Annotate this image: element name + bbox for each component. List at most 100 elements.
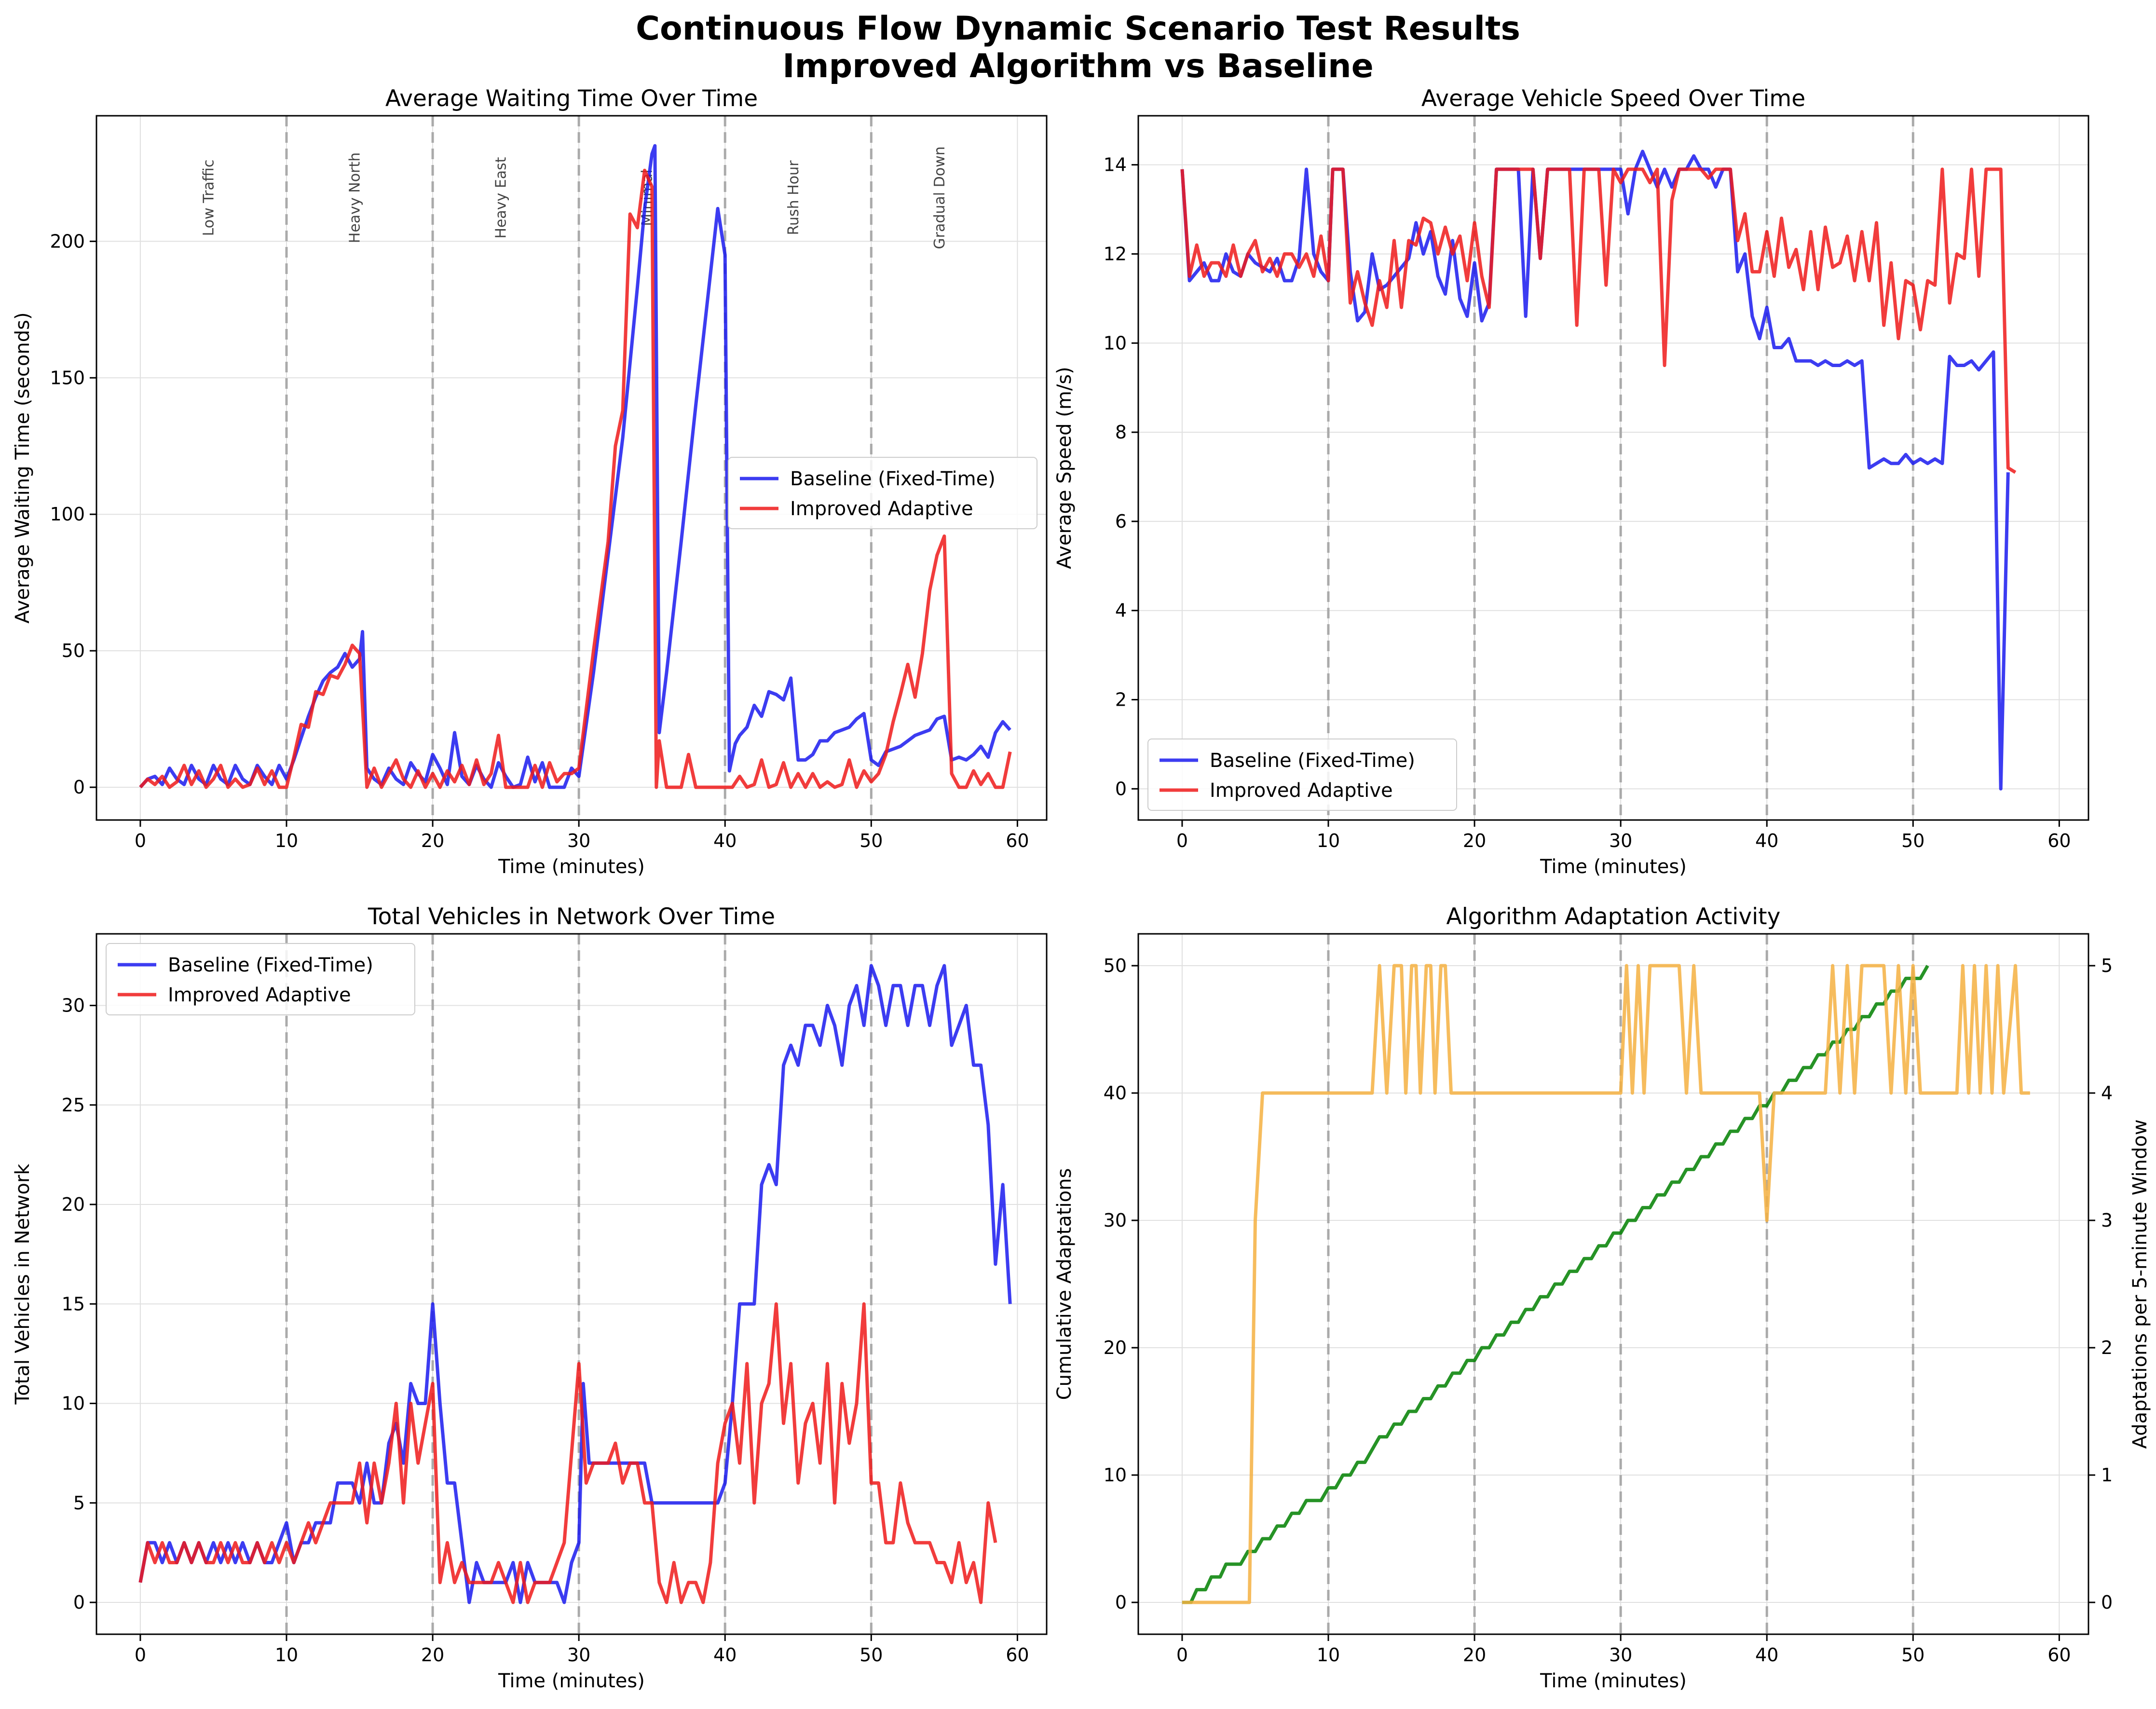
y-axis-label: Total Vehicles in Network [12,1163,34,1405]
y-tick-label: 50 [1104,955,1127,976]
x-tick-label: 50 [1901,830,1924,851]
plot-frame [96,115,1048,821]
y-axis-label: Average Speed (m/s) [1053,367,1076,569]
y-tick-label: 10 [1104,332,1127,354]
figure-title-line1: Continuous Flow Dynamic Scenario Test Re… [636,10,1520,48]
legend-box [728,457,1037,530]
x-axis-label: Time (minutes) [1540,1670,1687,1692]
y-tick-label: 30 [62,995,85,1016]
y-right-tick-label: 5 [2101,955,2113,976]
legend-label: Improved Adaptive [168,984,351,1006]
legend: Baseline (Fixed-Time) Improved Adaptive [106,943,415,1015]
legend: Baseline (Fixed-Time) Improved Adaptive [1147,738,1457,811]
legend-label: Improved Adaptive [790,498,973,520]
x-axis-label: Time (minutes) [498,856,645,878]
y-tick-label: 50 [62,640,85,661]
legend-label: Baseline (Fixed-Time) [168,954,373,976]
y-right-tick-label: 3 [2101,1210,2113,1231]
x-tick-label: 20 [1463,1644,1486,1666]
y-tick-label: 200 [50,231,85,252]
y-right-tick-label: 0 [2101,1592,2113,1613]
x-tick-label: 0 [1176,1644,1188,1666]
panel-title: Average Waiting Time Over Time [385,85,758,112]
legend-label: Improved Adaptive [1210,779,1393,802]
plot-frame [1137,933,2089,1635]
phase-label: Heavy North [347,152,364,243]
vehicles-panel: 0 10 20 30 40 50 60 0 5 10 15 20 25 30 Total Vehicles … [12,903,1048,1692]
plot-frame [96,933,1048,1635]
x-tick-label: 30 [567,1644,590,1666]
x-axis-label: Time (minutes) [498,1670,645,1692]
y-tick-label: 100 [50,504,85,525]
plot-frame [1137,115,2089,821]
legend-label: Baseline (Fixed-Time) [790,468,996,490]
y-tick-label: 15 [62,1293,85,1314]
phase-label: Rush Hour [785,160,802,235]
x-tick-label: 0 [135,1644,146,1666]
y-right-axis-label: Adaptations per 5-minute Window [2129,1120,2151,1449]
panel-title: Average Vehicle Speed Over Time [1421,85,1805,112]
y-right-tick-label: 2 [2101,1337,2113,1358]
y-tick-label: 40 [1104,1082,1127,1104]
panel-title: Total Vehicles in Network Over Time [368,903,775,930]
x-tick-label: 10 [275,1644,298,1666]
panel-title: Algorithm Adaptation Activity [1446,903,1781,930]
y-tick-label: 14 [1104,154,1127,176]
y-tick-label: 150 [50,367,85,388]
x-tick-label: 40 [1755,1644,1778,1666]
speed-panel: 0 10 20 30 40 50 60 0 2 4 6 8 10 12 14 Average Vehicle … [1053,85,2089,878]
y-tick-label: 10 [1104,1464,1127,1486]
x-tick-label: 30 [1609,1644,1632,1666]
series-line [1182,965,1929,1604]
x-tick-label: 50 [860,1644,883,1666]
x-tick-label: 40 [1755,830,1778,851]
legend-label: Baseline (Fixed-Time) [1210,750,1415,772]
x-tick-label: 50 [860,830,883,851]
x-tick-label: 20 [421,830,444,851]
y-axis-label: Cumulative Adaptations [1053,1168,1076,1400]
waiting-time-panel: Low Traffic Heavy North Heavy East Minimal R… [12,85,1048,878]
x-tick-label: 10 [1317,1644,1340,1666]
x-tick-label: 30 [567,830,590,851]
legend: Baseline (Fixed-Time) Improved Adaptive [728,457,1037,530]
y-tick-label: 0 [1115,778,1127,799]
x-axis-label: Time (minutes) [1540,856,1687,878]
phase-label: Gradual Down [931,146,948,249]
x-tick-label: 60 [1006,1644,1029,1666]
x-tick-label: 0 [1176,830,1188,851]
x-tick-label: 20 [1463,830,1486,851]
series-line [139,144,1011,789]
phase-label: Low Traffic [200,160,217,236]
y-tick-label: 0 [1115,1592,1127,1613]
y-tick-label: 20 [62,1194,85,1215]
y-tick-label: 30 [1104,1210,1127,1231]
series-line [139,168,1012,789]
phase-label: Heavy East [493,157,510,238]
y-tick-label: 12 [1104,243,1127,264]
y-tick-label: 2 [1115,689,1127,711]
x-tick-label: 50 [1901,1644,1924,1666]
x-tick-label: 10 [1317,830,1340,851]
y-tick-label: 6 [1115,511,1127,532]
x-tick-label: 60 [2047,830,2071,851]
y-tick-label: 0 [73,777,85,798]
x-tick-label: 60 [2047,1644,2071,1666]
y-tick-label: 0 [73,1592,85,1613]
x-tick-label: 40 [713,1644,737,1666]
x-tick-label: 40 [713,830,737,851]
y-right-tick-label: 4 [2101,1082,2113,1104]
series-line [1182,964,2030,1604]
legend-box [106,943,415,1015]
y-axis-label: Average Waiting Time (seconds) [12,312,34,623]
x-tick-label: 10 [275,830,298,851]
legend-box [1147,738,1457,811]
series-line [138,964,1012,1604]
x-tick-label: 30 [1609,830,1632,851]
series-line [1180,167,2017,474]
series-line [138,1302,997,1604]
y-tick-label: 25 [62,1094,85,1116]
y-tick-label: 10 [62,1393,85,1414]
figure-title-line2: Improved Algorithm vs Baseline [782,47,1373,85]
